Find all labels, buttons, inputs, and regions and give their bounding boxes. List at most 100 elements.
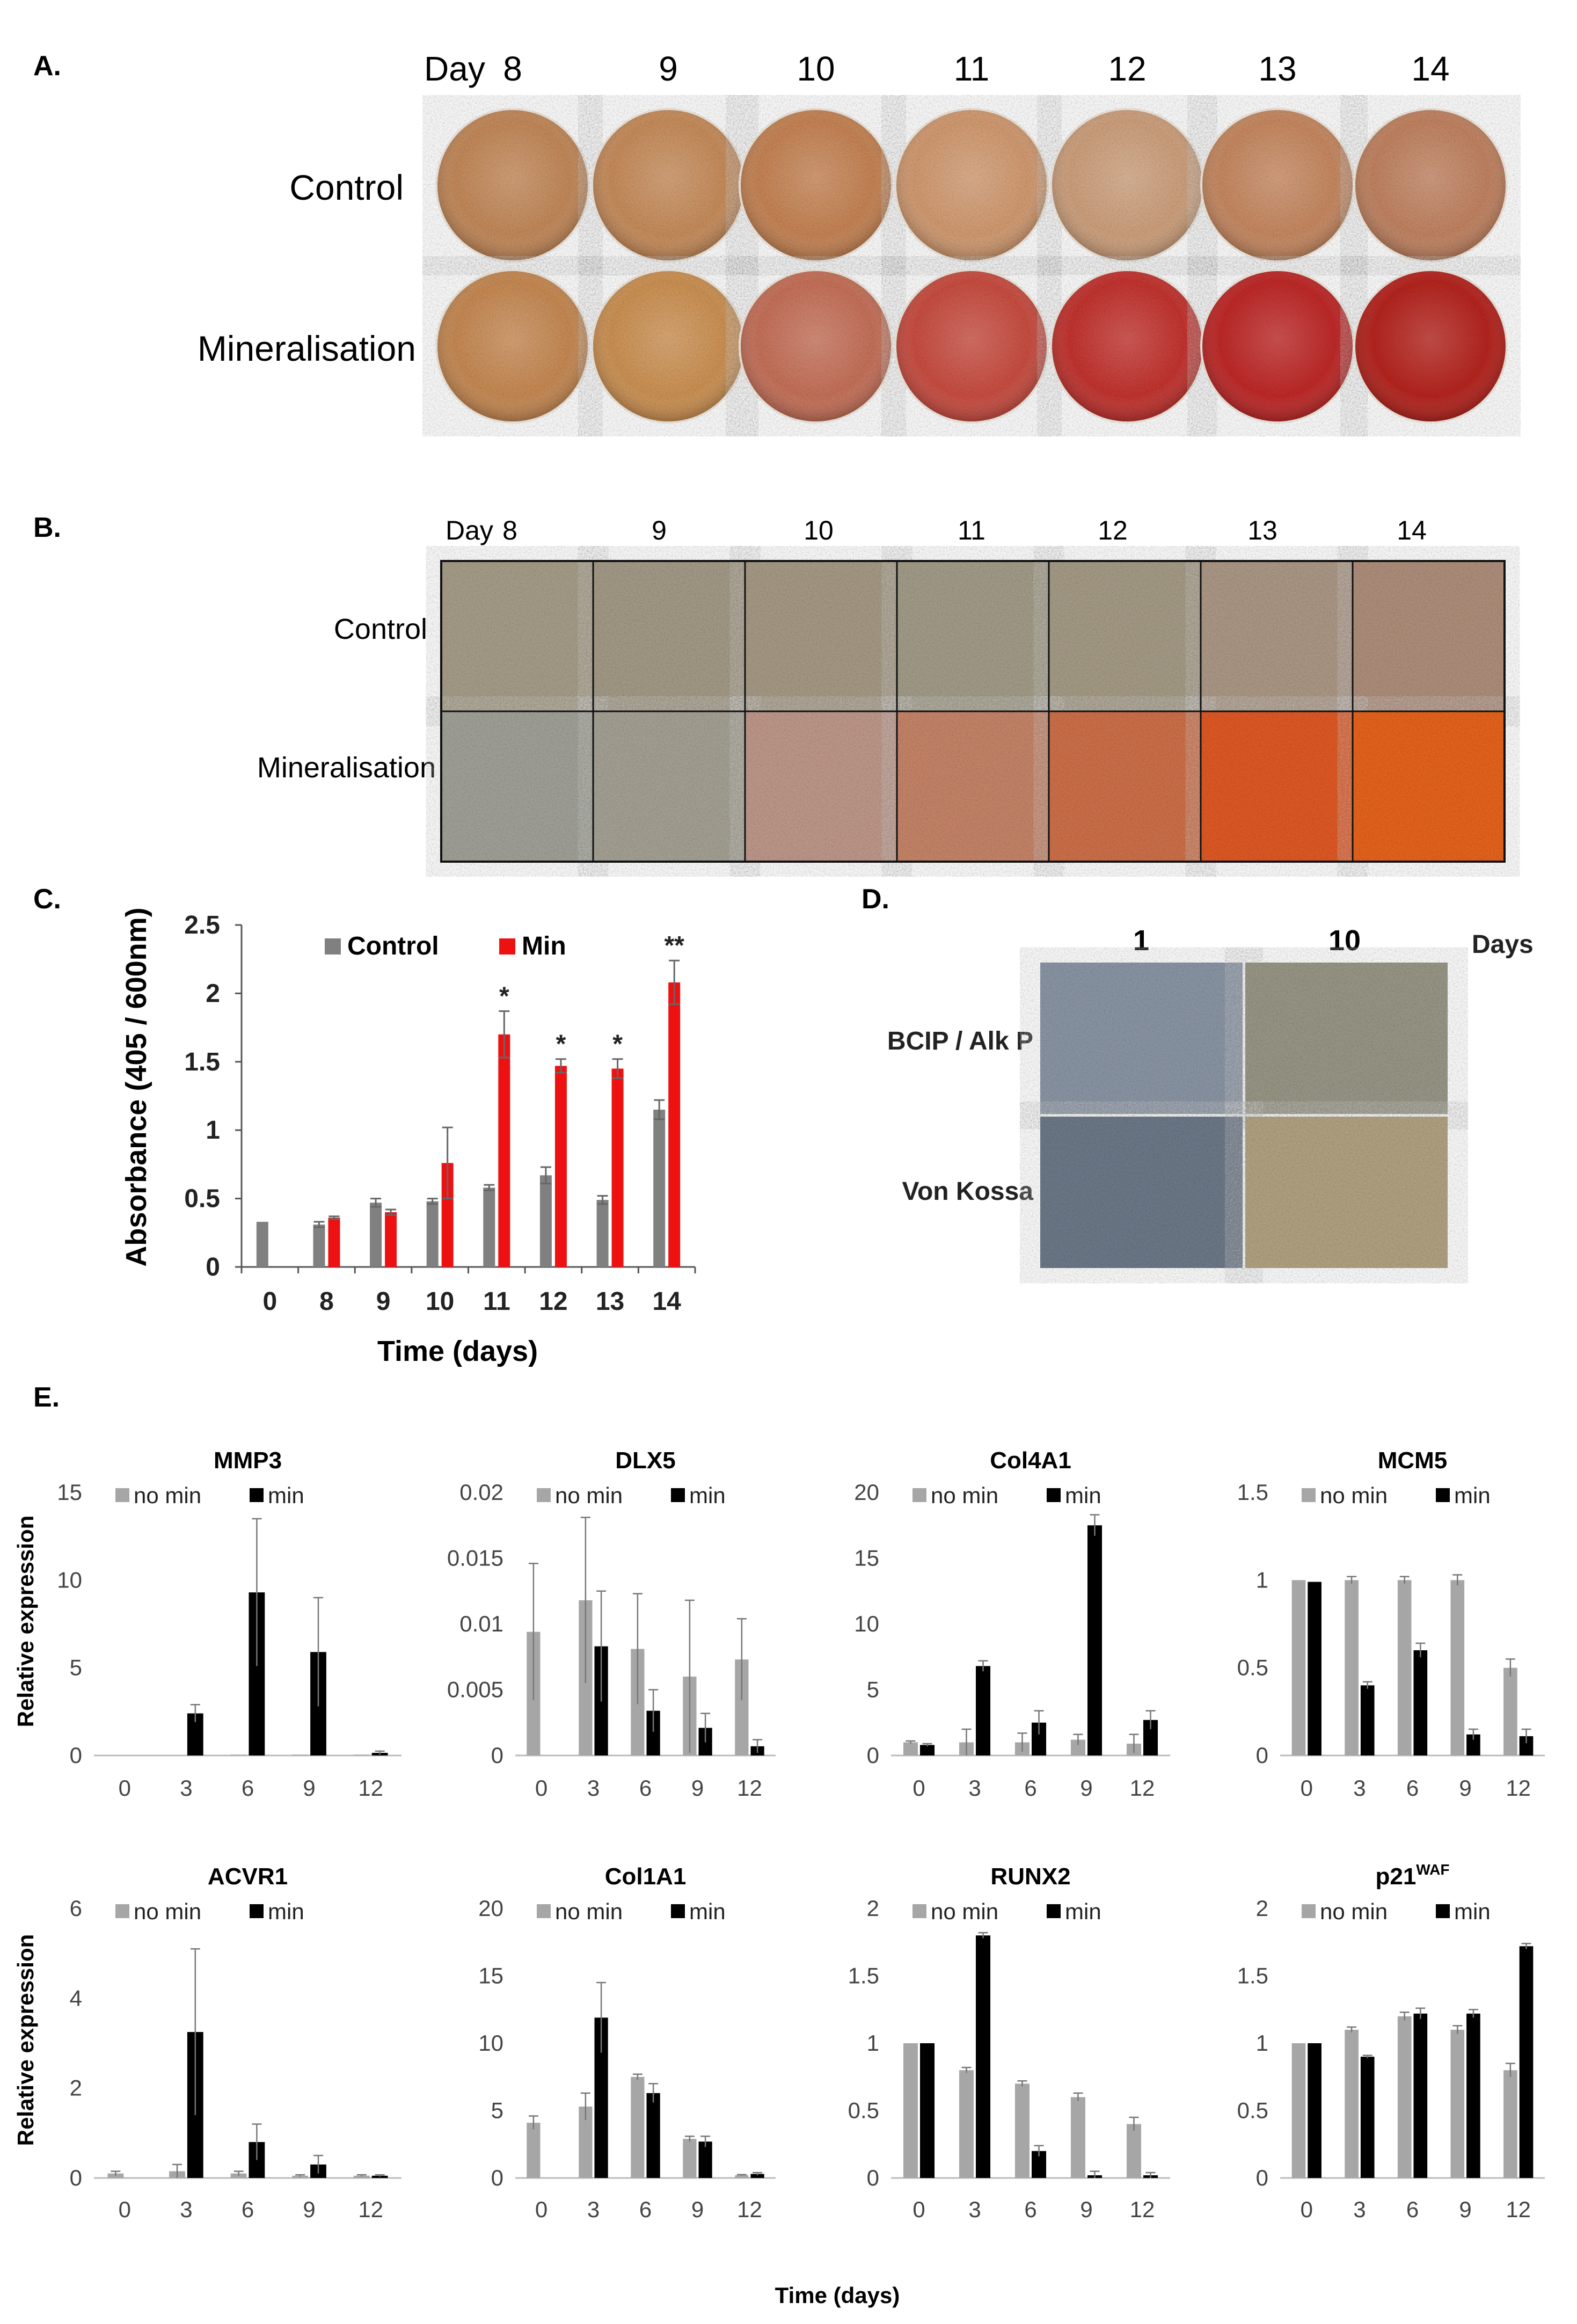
panel-a-day-label-8: 8 <box>503 49 522 88</box>
panel-e-xtick-3: 3 <box>968 2197 981 2222</box>
panel-e-bar-min-6 <box>1413 1650 1428 1755</box>
panel-d-image-r1-c1 <box>1245 1117 1448 1268</box>
panel-c-ytick-0: 0 <box>206 1253 220 1281</box>
panel-e-bar-no-min-3 <box>1345 2029 1359 2178</box>
panel-c-xlabel: Time (days) <box>377 1335 538 1367</box>
panel-e-bar-min-9 <box>698 2141 712 2178</box>
panel-c-significance-12: * <box>556 1030 566 1059</box>
panel-d-row-label-1: Von Kossa <box>902 1177 1034 1206</box>
panel-e-ylabel-row2: Relative expression <box>13 1934 38 2146</box>
panel-e-legend-swatch-min <box>671 1488 685 1502</box>
panel-e-letter: E. <box>33 1382 60 1413</box>
panel-b-image-mineralisation-day11 <box>897 711 1049 862</box>
panel-e-ytick-0: 0 <box>70 2165 82 2190</box>
panel-e-legend-swatch-min <box>1047 1904 1061 1918</box>
panel-c-bar-min-13 <box>611 1068 624 1267</box>
panel-c-bar-control-12 <box>539 1175 552 1267</box>
well-shading <box>1202 110 1353 260</box>
panel-d-days-label: Days <box>1472 930 1534 959</box>
panel-c-significance-14: ** <box>665 931 685 960</box>
panel-a-well-control-day9 <box>591 108 746 263</box>
micrograph <box>593 711 745 862</box>
panel-e-title-mcm5: MCM5 <box>1378 1447 1448 1474</box>
panel-a-well-mineralisation-day13 <box>1200 269 1355 424</box>
panel-a-day-prefix: Day <box>424 49 485 88</box>
panel-e-xtick-9: 9 <box>1080 1775 1092 1801</box>
panel-e-subplot-p21: p21WAF 0 0.5 1 1.5 2 0 3 6 9 12 no min min <box>1237 1861 1545 2222</box>
panel-e-xtick-3: 3 <box>180 1775 192 1801</box>
panel-b-image-control-day11 <box>897 561 1049 711</box>
panel-e-bar-min-0 <box>1308 2043 1322 2178</box>
panel-e-xtick-6: 6 <box>639 1775 652 1801</box>
panel-e-xtick-0: 0 <box>1301 2197 1313 2222</box>
panel-e-subplot-col4a1: Col4A1 0 5 10 15 20 0 3 6 9 12 no min min <box>854 1447 1170 1801</box>
panel-b-day-prefix: Day <box>446 515 493 545</box>
panel-b-image-control-day12 <box>1049 561 1201 711</box>
panel-b-image-control-day10 <box>745 561 897 711</box>
well-shading <box>437 271 588 421</box>
panel-a-well-plates: A. Day 8 9 10 11 12 13 14 Control Mineralisation <box>33 49 1508 424</box>
panel-c-absorbance-chart: C. 0 0.5 1 1.5 2 2.5 0 8 9 10 11 * 12 * 13 * 14 ** Control… <box>33 884 696 1367</box>
panel-e-legend-label-no-min: no min <box>555 1899 623 1924</box>
panel-b-image-mineralisation-day9 <box>593 711 745 862</box>
panel-c-bar-control-9 <box>370 1203 382 1267</box>
panel-e-legend-swatch-no-min <box>115 1904 129 1918</box>
panel-e-ytick-1.5: 1.5 <box>1237 1963 1268 1988</box>
panel-e-ytick-0: 0 <box>1256 2165 1268 2190</box>
panel-e-bar-no-min-12 <box>1126 2124 1141 2178</box>
panel-e-xtick-6: 6 <box>242 1775 254 1801</box>
panel-a-well-control-day11 <box>894 108 1049 263</box>
panel-e-subplot-acvr1: ACVR1 0 2 4 6 0 3 6 9 12 no min min <box>70 1863 401 2222</box>
panel-e-ytick-1.5: 1.5 <box>1237 1480 1268 1505</box>
panel-e-bar-no-min-6 <box>1014 2083 1030 2178</box>
panel-e-title-col1a1: Col1A1 <box>605 1863 687 1890</box>
panel-e-xtick-6: 6 <box>1406 2197 1419 2222</box>
panel-a-well-control-day14 <box>1353 108 1508 263</box>
panel-b-day-label-8: 8 <box>502 515 517 545</box>
panel-c-legend-label-min: Min <box>522 932 566 960</box>
panel-e-xtick-0: 0 <box>912 2197 925 2222</box>
panel-a-well-mineralisation-day14 <box>1353 269 1508 424</box>
panel-a-well-control-day8 <box>435 108 590 263</box>
panel-c-ylabel: Absorbance (405 / 600nm) <box>120 907 152 1266</box>
panel-c-bar-control-8 <box>313 1225 325 1267</box>
panel-e-legend-label-min: min <box>1454 1899 1491 1924</box>
panel-c-significance-13: * <box>612 1030 623 1059</box>
panel-e-ytick-5: 5 <box>70 1655 82 1680</box>
panel-c-bar-control-13 <box>596 1200 609 1267</box>
panel-c-legend-label-control: Control <box>347 932 439 960</box>
panel-e-xtick-12: 12 <box>737 2197 762 2222</box>
panel-e-xtick-3: 3 <box>1353 1775 1366 1801</box>
panel-e-title-acvr1: ACVR1 <box>208 1863 288 1890</box>
panel-c-xtick-10: 10 <box>426 1287 454 1316</box>
panel-e-legend-swatch-min <box>1436 1488 1450 1502</box>
panel-d-image-r0-c0 <box>1040 963 1243 1114</box>
panel-c-xtick-9: 9 <box>376 1287 391 1316</box>
panel-e-legend-label-no-min: no min <box>931 1899 998 1924</box>
micrograph <box>1049 711 1201 862</box>
panel-e-ytick-1: 1 <box>1256 2030 1268 2056</box>
panel-e-ytick-0.5: 0.5 <box>1237 1655 1268 1680</box>
panel-a-well-mineralisation-day9 <box>591 269 746 424</box>
panel-e-xtick-9: 9 <box>303 1775 315 1801</box>
well-shading <box>593 110 743 260</box>
well-shading <box>896 110 1047 260</box>
micrograph <box>1353 561 1505 711</box>
panel-e-ytick-0.005: 0.005 <box>447 1677 503 1702</box>
panel-e-bar-min-9 <box>1466 2013 1480 2178</box>
well-shading <box>1052 110 1202 260</box>
panel-e-ytick-0: 0 <box>1256 1743 1268 1768</box>
panel-e-xtick-12: 12 <box>737 1775 762 1801</box>
panel-e-subplot-col1a1: Col1A1 0 5 10 15 20 0 3 6 9 12 no min min <box>478 1863 776 2222</box>
panel-a-day-label-11: 11 <box>954 49 989 88</box>
panel-e-ytick-4: 4 <box>70 1985 82 2010</box>
panel-c-bar-control-0 <box>256 1221 268 1267</box>
panel-b-letter: B. <box>33 512 61 543</box>
micrograph <box>1353 711 1505 862</box>
panel-a-well-mineralisation-day8 <box>435 269 590 424</box>
panel-e-ytick-20: 20 <box>854 1480 879 1505</box>
panel-e-bar-no-min-9 <box>1070 2097 1085 2178</box>
panel-e-bar-min-0 <box>920 1745 935 1755</box>
panel-e-ytick-0.015: 0.015 <box>447 1546 503 1571</box>
